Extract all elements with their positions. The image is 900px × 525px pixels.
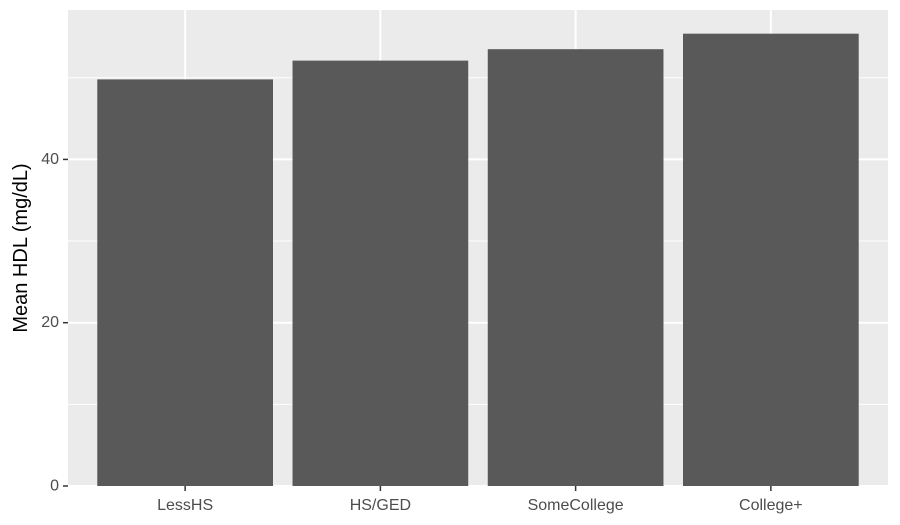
x-tick-label: HS/GED [350, 497, 411, 514]
x-tick-label: College+ [739, 497, 803, 514]
bar-HS/GED [292, 60, 469, 487]
bar-SomeCollege [487, 49, 664, 486]
y-tick-label: 0 [50, 478, 59, 495]
x-axis: LessHS HS/GED SomeCollege College+ [157, 486, 803, 514]
bars [97, 33, 859, 487]
y-axis-title: Mean HDL (mg/dL) [10, 163, 32, 332]
y-axis: 0 20 40 [41, 151, 68, 495]
y-tick-label: 40 [41, 151, 59, 168]
x-tick-label: SomeCollege [528, 497, 624, 514]
y-tick-label: 20 [41, 314, 59, 331]
bar-LessHS [97, 79, 274, 486]
x-tick-label: LessHS [157, 497, 213, 514]
bar-College+ [683, 33, 859, 487]
